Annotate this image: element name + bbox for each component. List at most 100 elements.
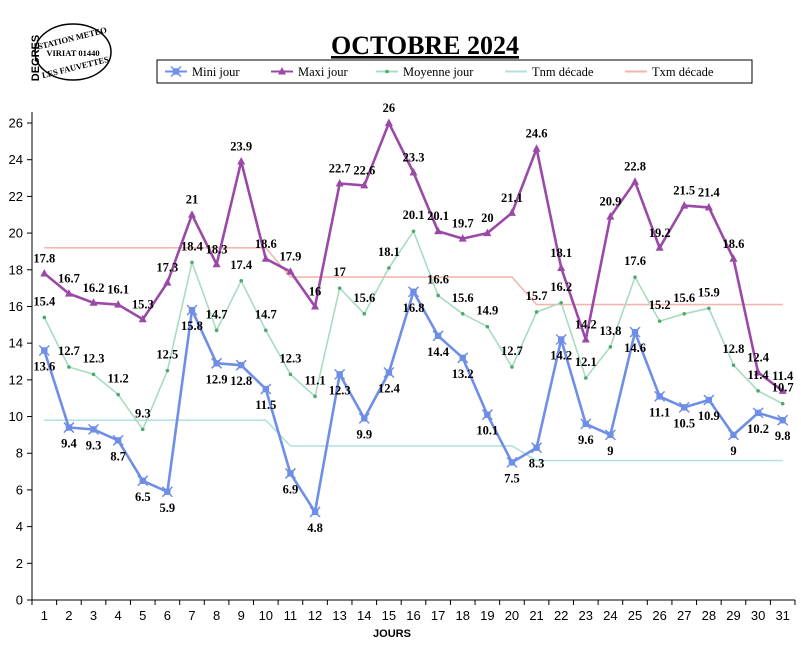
y-tick-label: 24 [9, 152, 23, 167]
mini-jour-point [777, 414, 789, 426]
mini-jour-point-ray [727, 429, 739, 441]
x-tick-label: 13 [332, 608, 346, 623]
moyenne-jour-data-label: 9.3 [135, 406, 151, 420]
mini-jour-point [63, 422, 75, 434]
x-tick-label: 20 [505, 608, 519, 623]
moyenne-jour-data-label: 20.1 [403, 208, 425, 222]
maxi-jour-point [655, 243, 664, 251]
moyenne-jour-data-label: 12.8 [723, 342, 745, 356]
mini-jour-data-label: 9 [607, 444, 613, 458]
x-tick-label: 30 [751, 608, 765, 623]
moyenne-jour-point [116, 392, 120, 397]
stamp-line2: VIRIAT 01440 [46, 48, 99, 58]
mini-jour-point [629, 326, 641, 338]
y-axis-label: DEGRES [30, 35, 42, 81]
y-tick-label: 16 [9, 299, 23, 314]
moyenne-jour-point [288, 372, 293, 377]
moyenne-jour-point [633, 275, 637, 279]
moyenne-jour-data-label: 12.5 [156, 348, 178, 362]
moyenne-jour-point [707, 306, 711, 311]
mini-jour-point-ray [284, 467, 296, 479]
maxi-jour-point [631, 177, 640, 185]
mini-jour-data-label: 10.1 [476, 424, 498, 438]
mini-jour-point-ray [481, 409, 493, 421]
maxi-jour-point [212, 259, 221, 268]
moyenne-jour-data-label: 15.9 [698, 285, 720, 299]
maxi-jour-point [729, 254, 738, 262]
series-layer [38, 118, 789, 518]
maxi-jour-point [163, 278, 172, 286]
moyenne-jour-point [657, 319, 662, 323]
maxi-jour-data-label: 20.1 [427, 209, 449, 223]
x-tick-label: 5 [139, 608, 146, 623]
mini-jour-point [309, 506, 321, 518]
mini-jour-point [752, 407, 764, 419]
x-tick-label: 6 [164, 608, 171, 623]
moyenne-jour-point [485, 324, 490, 329]
maxi-jour-point [286, 267, 295, 275]
mini-jour-point [161, 486, 173, 498]
moyenne-jour-data-label: 10.7 [772, 381, 794, 395]
maxi-jour-point [89, 298, 98, 306]
mini-jour-point-ray [211, 357, 223, 369]
maxi-jour-point [311, 301, 320, 310]
maxi-jour-point [409, 168, 418, 176]
mini-jour-point [186, 304, 198, 316]
x-tick-label: 18 [455, 608, 469, 623]
moyenne-jour-point [165, 368, 170, 373]
mini-jour-point-ray [235, 359, 247, 371]
moyenne-jour-point [214, 328, 219, 333]
mini-jour-point-ray [629, 326, 641, 338]
mini-jour-point-ray [678, 401, 690, 413]
mini-jour-point [235, 359, 247, 371]
maxi-jour-point [187, 210, 196, 218]
moyenne-jour-data-label: 11.1 [304, 373, 325, 387]
x-tick-label: 7 [188, 608, 195, 623]
x-tick-label: 2 [65, 608, 72, 623]
station-stamp-logo: STATION METEO VIRIAT 01440 LES FAUVETTES [34, 23, 112, 81]
maxi-jour-data-label: 11.4 [772, 369, 794, 383]
mini-jour-data-label: 14.6 [624, 341, 646, 355]
y-tick-label: 22 [9, 189, 23, 204]
moyenne-jour-point [67, 365, 71, 369]
moyenne-jour-data-label: 15.6 [452, 291, 474, 305]
maxi-jour-data-label: 22.7 [329, 162, 351, 176]
mini-jour-data-label: 12.9 [206, 372, 228, 386]
maxi-jour-data-label: 18.3 [206, 242, 228, 256]
maxi-jour-point [64, 289, 73, 297]
moyenne-jour-point [436, 293, 440, 298]
moyenne-jour-data-label: 11.2 [108, 372, 129, 386]
mini-jour-data-label: 9.4 [61, 437, 77, 451]
mini-jour-point [580, 418, 592, 430]
maxi-jour-point [532, 144, 541, 152]
mini-jour-data-label: 4.8 [307, 521, 323, 535]
moyenne-jour-point [780, 401, 785, 406]
moyenne-jour-data-label: 11.4 [747, 368, 769, 382]
mini-jour-data-label: 11.1 [649, 405, 670, 419]
mini-jour-point [112, 434, 124, 446]
txm-decade-legend-label: Txm décade [652, 65, 714, 79]
mini-jour-point [481, 409, 493, 421]
moyenne-jour-point [387, 266, 391, 270]
moyenne-jour-data-label: 14.7 [255, 307, 277, 321]
moyenne-jour-data-label: 12.3 [279, 351, 301, 365]
mini-jour-point-ray [654, 390, 666, 402]
maxi-jour-point [754, 368, 763, 376]
maxi-jour-point [335, 179, 344, 187]
y-tick-label: 0 [16, 593, 23, 608]
moyenne-jour-point [337, 286, 342, 290]
mini-jour-point [358, 412, 370, 424]
maxi-jour-data-label: 21.5 [673, 184, 695, 198]
txm-decade-line [44, 247, 783, 306]
x-tick-label: 16 [406, 608, 420, 623]
x-axis-label: JOURS [373, 628, 411, 640]
y-tick-label: 4 [16, 519, 23, 534]
x-tick-label: 8 [213, 608, 220, 623]
mini-jour-point-ray [383, 366, 395, 379]
mini-jour-point [38, 344, 50, 357]
mini-jour-point [604, 429, 616, 441]
mini-jour-point-ray [407, 286, 420, 298]
tnm-decade-legend-label: Tnm décade [532, 65, 594, 79]
mini-jour-point-ray [777, 414, 789, 426]
mini-jour-data-label: 16.8 [403, 301, 425, 315]
